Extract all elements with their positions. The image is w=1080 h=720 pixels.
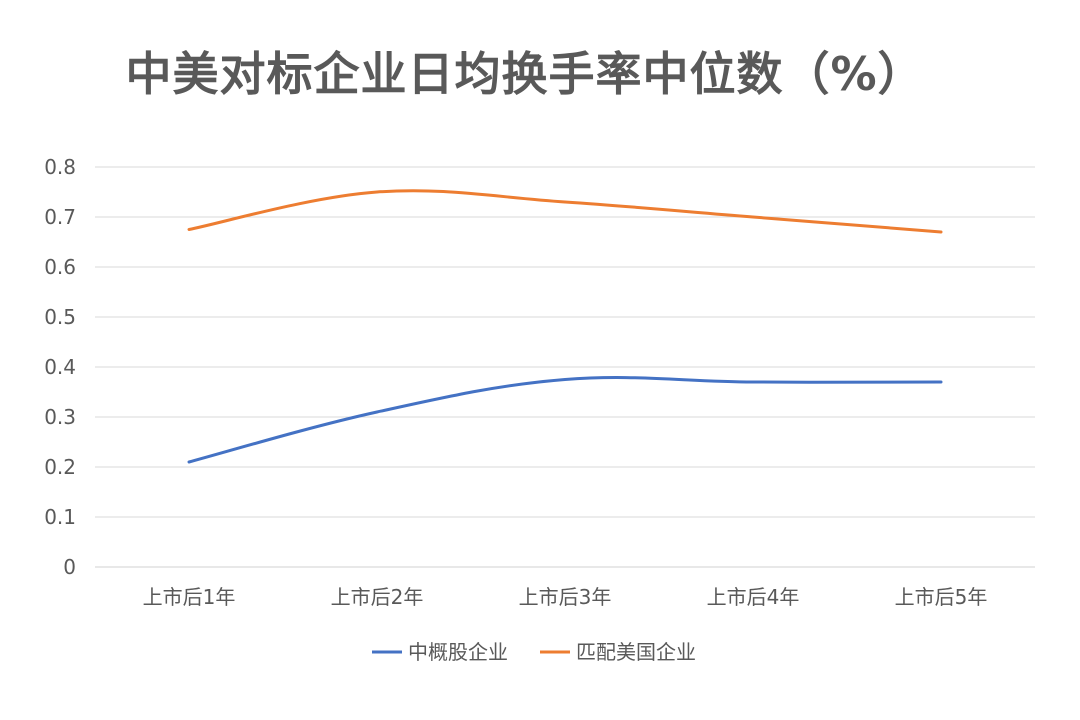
y-axis-ticks: 0 0.1 0.2 0.3 0.4 0.5 0.6 0.7 0.8 xyxy=(44,155,76,579)
legend-label: 中概股企业 xyxy=(408,640,508,664)
x-tick-label: 上市后4年 xyxy=(707,585,800,609)
y-tick-label: 0.6 xyxy=(44,255,76,279)
y-tick-label: 0.3 xyxy=(44,405,76,429)
legend: 中概股企业 匹配美国企业 xyxy=(372,640,696,664)
x-tick-label: 上市后1年 xyxy=(143,585,236,609)
legend-item-1: 匹配美国企业 xyxy=(540,640,696,664)
legend-label: 匹配美国企业 xyxy=(576,640,696,664)
x-axis-ticks: 上市后1年 上市后2年 上市后3年 上市后4年 上市后5年 xyxy=(143,585,988,609)
y-tick-label: 0.7 xyxy=(44,205,76,229)
x-tick-label: 上市后2年 xyxy=(331,585,424,609)
y-tick-label: 0.1 xyxy=(44,505,76,529)
y-tick-label: 0.5 xyxy=(44,305,76,329)
chart-title: 中美对标企业日均换手率中位数（%） xyxy=(125,47,925,101)
grid-lines xyxy=(95,166,1035,568)
y-tick-label: 0.4 xyxy=(44,355,76,379)
y-tick-label: 0.8 xyxy=(44,155,76,179)
x-tick-label: 上市后5年 xyxy=(895,585,988,609)
y-tick-label: 0.2 xyxy=(44,455,76,479)
series-line-0 xyxy=(187,376,943,464)
legend-item-0: 中概股企业 xyxy=(372,640,508,664)
y-tick-label: 0 xyxy=(63,555,76,579)
series-lines xyxy=(187,189,943,464)
x-tick-label: 上市后3年 xyxy=(519,585,612,609)
series-line-1 xyxy=(187,189,943,234)
